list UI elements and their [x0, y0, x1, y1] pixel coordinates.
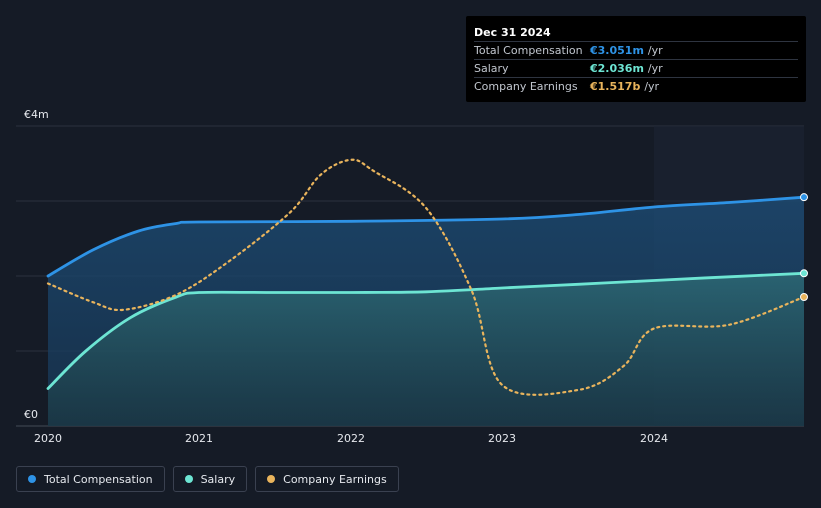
- tooltip-row: Total Compensation €3.051m/yr: [474, 41, 798, 59]
- salary-end-point[interactable]: [800, 269, 808, 278]
- tooltip-row: Company Earnings €1.517b/yr: [474, 77, 798, 95]
- legend-dot-icon: [184, 475, 193, 483]
- company-earnings-end-point[interactable]: [800, 293, 808, 301]
- tooltip-rows: Total Compensation €3.051m/yr Salary €2.036…: [474, 41, 798, 95]
- tooltip: Dec 31 2024 Total Compensation €3.051m/yr…: [466, 16, 806, 102]
- x-tick-label: 2023: [488, 432, 516, 445]
- tooltip-row-unit: /yr: [647, 62, 663, 75]
- x-tick-label: 2020: [34, 432, 62, 445]
- tooltip-row-unit: /yr: [647, 44, 663, 57]
- tooltip-row-value: €3.051m: [590, 44, 644, 57]
- x-tick-label: 2022: [337, 432, 365, 445]
- legend-item-salary[interactable]: Salary: [172, 466, 248, 492]
- series-lines: [46, 158, 806, 396]
- x-tick-label: 2021: [185, 432, 213, 445]
- y-axis-top-label: €4m: [24, 108, 49, 121]
- y-axis-bottom-label: €0: [24, 408, 38, 421]
- legend-label: Total Compensation: [44, 472, 153, 486]
- x-tick-label: 2024: [640, 432, 668, 445]
- legend-item-total-compensation[interactable]: Total Compensation: [16, 466, 165, 492]
- tooltip-row-label: Company Earnings: [474, 80, 578, 93]
- salary-line: [46, 271, 806, 390]
- tooltip-row-unit: /yr: [644, 80, 660, 93]
- total-compensation-end-point[interactable]: [800, 193, 808, 202]
- tooltip-row-value: €2.036m: [590, 62, 644, 75]
- company-earnings-line: [46, 158, 806, 396]
- series-areas: [48, 197, 804, 426]
- tooltip-row-label: Salary: [474, 62, 509, 75]
- tooltip-row-value: €1.517b: [590, 80, 641, 93]
- tooltip-row: Salary €2.036m/yr: [474, 59, 798, 77]
- legend-label: Salary: [200, 472, 236, 486]
- salary-area: [48, 273, 804, 426]
- legend-dot-icon: [267, 475, 276, 483]
- tooltip-date: Dec 31 2024: [474, 26, 551, 39]
- legend-dot-icon: [28, 475, 36, 483]
- legend-item-company-earnings[interactable]: Company Earnings: [255, 466, 399, 492]
- tooltip-row-label: Total Compensation: [474, 44, 583, 57]
- series-end-markers: [800, 193, 808, 301]
- legend-label: Company Earnings: [283, 472, 387, 486]
- legend: Total Compensation Salary Company Earnings: [16, 466, 399, 492]
- total-compensation-line: [46, 195, 806, 278]
